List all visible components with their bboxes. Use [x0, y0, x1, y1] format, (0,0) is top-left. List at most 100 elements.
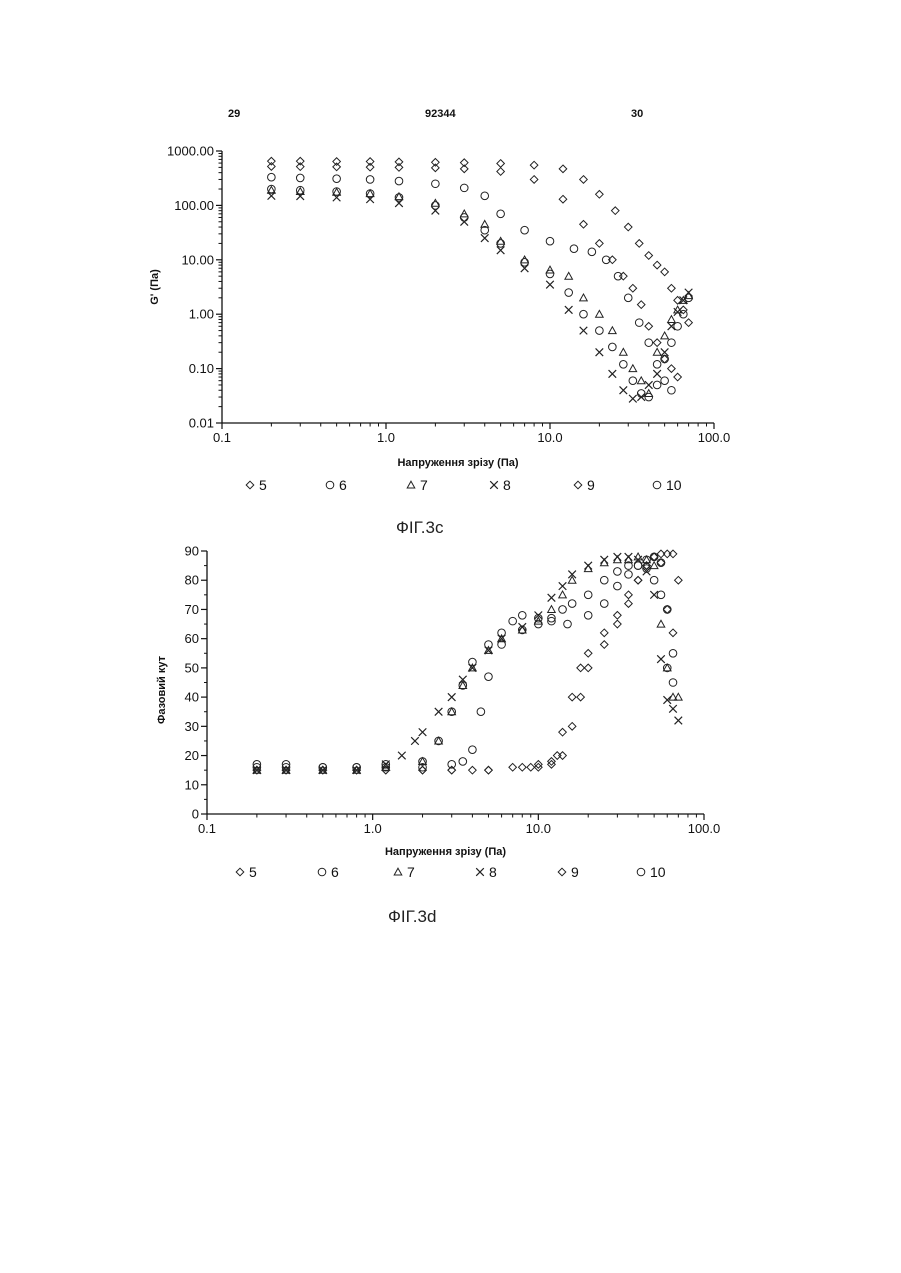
- legend-marker: [558, 868, 566, 876]
- data-point: [584, 649, 592, 657]
- figure-caption-3d: ФІГ.3d: [388, 907, 436, 927]
- data-point: [629, 395, 637, 403]
- legend-marker: [653, 481, 661, 489]
- series-5: [253, 550, 682, 774]
- data-point: [614, 553, 622, 561]
- data-point: [481, 192, 489, 200]
- data-point: [653, 370, 661, 378]
- series-7: [268, 186, 693, 396]
- data-point: [609, 343, 617, 351]
- data-point: [481, 234, 489, 242]
- data-point: [535, 763, 543, 771]
- legend-label: 9: [571, 864, 579, 880]
- data-point: [432, 164, 440, 172]
- y-tick-label: 0: [192, 807, 199, 822]
- data-point: [485, 673, 493, 681]
- legend-label: 9: [587, 477, 595, 493]
- series-10: [268, 185, 693, 401]
- legend-marker: [318, 868, 326, 876]
- data-point: [600, 641, 608, 649]
- legend-marker: [476, 868, 484, 876]
- y-tick-label: 1.00: [189, 307, 214, 322]
- data-point: [553, 752, 561, 760]
- data-point: [432, 158, 440, 166]
- data-point: [620, 360, 628, 368]
- data-point: [675, 717, 683, 725]
- legend-marker: [574, 481, 582, 489]
- data-point: [268, 173, 276, 181]
- data-point: [268, 163, 276, 171]
- data-point: [657, 559, 665, 567]
- data-point: [600, 629, 608, 637]
- y-tick-label: 20: [185, 748, 199, 763]
- x-tick-label: 10.0: [537, 430, 562, 445]
- data-point: [645, 252, 653, 260]
- y-axis-label: G' (Па): [149, 269, 161, 305]
- legend-marker: [407, 481, 415, 488]
- y-tick-label: 90: [185, 544, 199, 559]
- data-point: [546, 266, 554, 273]
- data-point: [580, 327, 588, 335]
- data-point: [661, 332, 669, 339]
- data-point: [645, 322, 653, 330]
- data-point: [634, 576, 642, 584]
- data-point: [629, 377, 637, 385]
- x-tick-label: 0.1: [213, 430, 231, 445]
- data-point: [596, 240, 604, 248]
- legend-marker: [637, 868, 645, 876]
- data-point: [653, 381, 661, 389]
- data-point: [333, 163, 341, 171]
- data-point: [645, 339, 653, 347]
- data-point: [546, 281, 554, 289]
- data-point: [584, 611, 592, 619]
- series-8: [253, 553, 682, 774]
- data-point: [661, 355, 669, 363]
- legend-marker: [490, 481, 498, 489]
- data-point: [559, 752, 567, 760]
- data-point: [435, 708, 443, 716]
- y-tick-label: 40: [185, 690, 199, 705]
- data-point: [548, 761, 556, 769]
- data-point: [596, 310, 604, 317]
- y-tick-label: 60: [185, 631, 199, 646]
- data-point: [559, 195, 567, 203]
- data-point: [509, 617, 517, 625]
- data-point: [596, 348, 604, 356]
- data-point: [395, 158, 403, 166]
- data-point: [559, 165, 567, 173]
- data-point: [580, 294, 588, 301]
- data-point: [568, 693, 576, 701]
- y-tick-label: 50: [185, 660, 199, 675]
- series-5: [268, 157, 693, 326]
- data-point: [674, 322, 682, 330]
- data-point: [637, 301, 645, 309]
- data-point: [565, 306, 573, 314]
- x-axis-label: Напруження зрізу (Па): [397, 457, 518, 469]
- x-tick-label: 1.0: [364, 821, 382, 836]
- y-tick-label: 0.01: [189, 416, 214, 431]
- data-point: [625, 571, 633, 579]
- data-point: [469, 766, 477, 774]
- data-point: [559, 582, 567, 590]
- data-point: [609, 327, 617, 334]
- data-point: [268, 157, 276, 165]
- data-point: [568, 600, 576, 608]
- series-9: [268, 163, 682, 381]
- data-point: [518, 611, 526, 619]
- data-point: [559, 728, 567, 736]
- x-tick-label: 100.0: [698, 430, 731, 445]
- data-point: [614, 620, 622, 628]
- series-10: [253, 553, 677, 771]
- y-tick-label: 100.00: [174, 198, 214, 213]
- data-point: [577, 664, 585, 672]
- data-point: [624, 294, 632, 302]
- data-point: [580, 176, 588, 184]
- data-point: [366, 163, 374, 171]
- data-point: [668, 386, 676, 394]
- data-point: [624, 223, 632, 231]
- data-point: [366, 176, 374, 184]
- data-point: [296, 174, 304, 182]
- data-point: [521, 226, 529, 234]
- chart-storage-modulus: 0.11.010.0100.00.010.101.0010.00100.0010…: [149, 144, 730, 494]
- data-point: [559, 606, 567, 614]
